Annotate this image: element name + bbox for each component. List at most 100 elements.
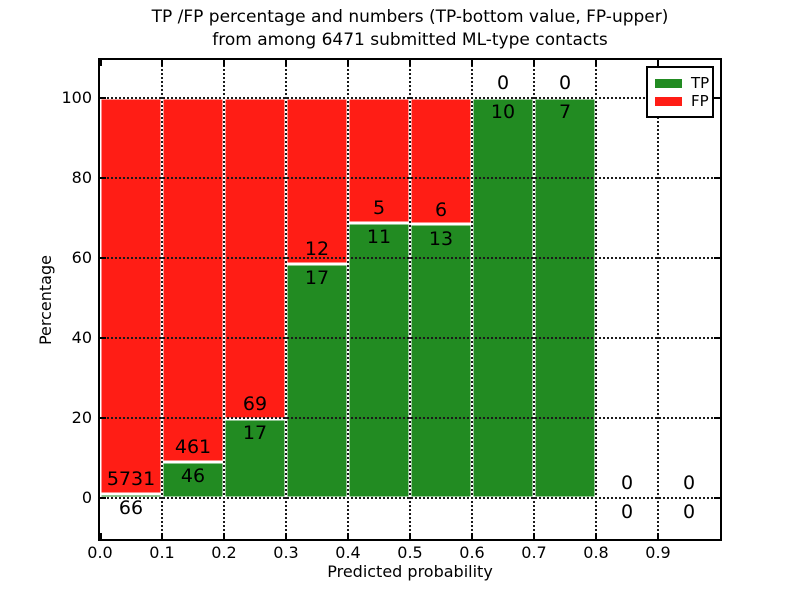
chart-title-line2: from among 6471 submitted ML-type contac… — [212, 30, 608, 50]
ytick-label-100: 100 — [61, 88, 92, 107]
bar-segment-tp-7 — [534, 98, 596, 498]
bar-segment-tp-1 — [162, 461, 224, 498]
xtick-top-0.4 — [347, 60, 349, 66]
xtick-bottom-0.8 — [595, 533, 597, 539]
chart-title-line1: TP /FP percentage and numbers (TP-bottom… — [151, 7, 669, 27]
ytick-right-40 — [714, 337, 720, 339]
bar-segment-tp-2 — [224, 418, 286, 498]
x-axis-label: Predicted probability — [327, 562, 493, 581]
fp-count-label-1: 461 — [174, 435, 212, 458]
y-axis-label: Percentage — [36, 255, 55, 346]
xtick-bottom-0.7 — [533, 533, 535, 539]
bar-segment-tp-3 — [286, 263, 348, 498]
chart-title: TP /FP percentage and numbers (TP-bottom… — [100, 6, 720, 52]
tp-count-label-8: 0 — [620, 501, 634, 524]
ytick-label-20: 20 — [71, 408, 92, 427]
ytick-label-40: 40 — [71, 328, 92, 347]
bar-segment-fp-1 — [162, 98, 224, 462]
bar-segment-tp-5 — [410, 224, 472, 498]
xtick-label-0.4: 0.4 — [335, 543, 361, 562]
legend: TP FP — [646, 66, 714, 118]
xtick-top-0.0 — [100, 60, 102, 66]
legend-label-tp: TP — [691, 74, 710, 92]
fp-count-label-5: 6 — [434, 198, 448, 221]
bar-segment-tp-6 — [472, 98, 534, 498]
xtick-top-0.2 — [223, 60, 225, 66]
fp-count-label-9: 0 — [682, 472, 696, 495]
tp-count-label-2: 17 — [242, 422, 268, 445]
xtick-bottom-0.3 — [285, 533, 287, 539]
fp-count-label-2: 69 — [242, 393, 268, 415]
gridline-x-0.4 — [347, 60, 349, 539]
xtick-top-0.3 — [285, 60, 287, 66]
xtick-label-0.5: 0.5 — [397, 543, 423, 562]
bar-segment-tp-4 — [348, 222, 410, 498]
fp-count-label-7: 0 — [558, 72, 572, 95]
xtick-bottom-0.0 — [100, 533, 102, 539]
xtick-label-0.9: 0.9 — [645, 543, 671, 562]
gridline-x-0.7 — [533, 60, 535, 539]
gridline-x-0.3 — [285, 60, 287, 539]
xtick-bottom-0.9 — [657, 533, 659, 539]
tp-count-label-1: 46 — [180, 465, 206, 487]
gridline-x-0.8 — [595, 60, 597, 539]
ytick-left-40 — [100, 337, 106, 339]
ytick-label-60: 60 — [71, 248, 92, 267]
gridline-x-0.6 — [471, 60, 473, 539]
legend-label-fp: FP — [691, 92, 709, 110]
fp-count-label-3: 12 — [304, 237, 330, 260]
xtick-bottom-0.5 — [409, 533, 411, 539]
xtick-top-0.6 — [471, 60, 473, 66]
xtick-top-0.9 — [657, 60, 659, 66]
ytick-left-80 — [100, 177, 106, 179]
ytick-right-100 — [714, 97, 720, 99]
fp-count-label-8: 0 — [620, 472, 634, 495]
tp-count-label-4: 11 — [366, 226, 392, 249]
tp-count-label-6: 10 — [490, 101, 516, 124]
xtick-label-0.3: 0.3 — [273, 543, 299, 562]
gridline-x-0.2 — [223, 60, 225, 539]
bar-segment-tp-0 — [100, 493, 162, 498]
xtick-bottom-0.6 — [471, 533, 473, 539]
gridline-x-0.5 — [409, 60, 411, 539]
plot-area: 5731 66 461 46 69 17 12 17 5 11 6 13 0 10 0 7 0 0 0 0 — [98, 58, 722, 541]
ytick-right-20 — [714, 417, 720, 419]
gridline-x-0.1 — [161, 60, 163, 539]
ytick-left-60 — [100, 257, 106, 259]
xtick-label-0.2: 0.2 — [211, 543, 237, 562]
tp-count-label-5: 13 — [428, 227, 454, 250]
bar-segment-fp-4 — [348, 98, 410, 223]
ytick-left-20 — [100, 417, 106, 419]
xtick-label-0.1: 0.1 — [149, 543, 175, 562]
ytick-right-80 — [714, 177, 720, 179]
ytick-right-0 — [714, 497, 720, 499]
ytick-right-60 — [714, 257, 720, 259]
xtick-bottom-0.2 — [223, 533, 225, 539]
tp-count-label-3: 17 — [304, 267, 330, 289]
xtick-bottom-0.4 — [347, 533, 349, 539]
bar-segment-fp-3 — [286, 98, 348, 264]
fp-count-label-6: 0 — [496, 72, 510, 95]
ytick-left-0 — [100, 497, 106, 499]
fp-count-label-4: 5 — [372, 197, 386, 219]
fp-count-label-0: 5731 — [106, 467, 156, 490]
xtick-top-0.5 — [409, 60, 411, 66]
tp-count-label-0: 66 — [118, 497, 144, 519]
tp-count-label-7: 7 — [558, 101, 572, 124]
ytick-label-0: 0 — [81, 488, 92, 507]
xtick-label-0.7: 0.7 — [521, 543, 547, 562]
tp-count-label-9: 0 — [682, 501, 696, 524]
tp-color-swatch — [655, 78, 682, 88]
legend-entry-tp: TP — [655, 75, 712, 91]
ytick-label-80: 80 — [71, 168, 92, 187]
xtick-bottom-0.1 — [161, 533, 163, 539]
fp-color-swatch — [655, 96, 682, 106]
xtick-label-0.6: 0.6 — [459, 543, 485, 562]
xtick-top-0.1 — [161, 60, 163, 66]
xtick-label-0.0: 0.0 — [87, 543, 113, 562]
bar-segment-fp-0 — [100, 98, 162, 494]
xtick-label-0.8: 0.8 — [583, 543, 609, 562]
xtick-top-0.8 — [595, 60, 597, 66]
bar-segment-fp-5 — [410, 98, 472, 225]
